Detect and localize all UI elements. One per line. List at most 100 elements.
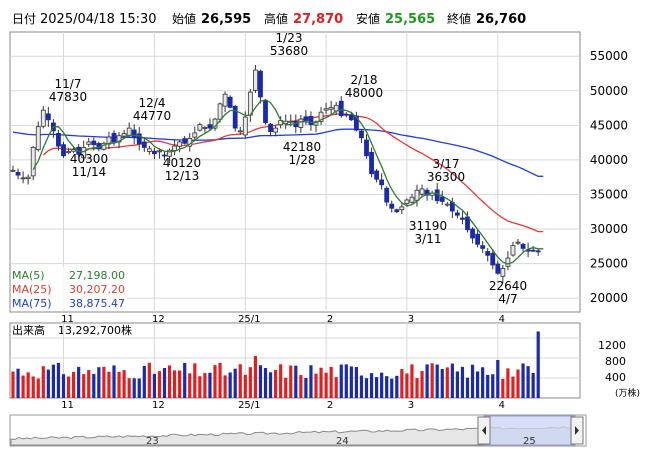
volume-bar — [193, 363, 197, 398]
candle — [151, 147, 157, 159]
ma75-value: 38,875.47 — [69, 297, 125, 310]
candle-body — [379, 179, 385, 186]
candle — [359, 128, 364, 143]
ma25-value: 30,207.20 — [69, 283, 125, 296]
candle-body — [505, 257, 511, 267]
date-label: 日付 — [12, 12, 36, 26]
volume-bar — [213, 365, 217, 398]
candle-body — [268, 123, 273, 132]
candle-body — [389, 203, 395, 209]
volume-bar — [486, 374, 490, 398]
close-value: 26,760 — [476, 12, 526, 27]
volume-x-axis: 11 12 25/1 2 3 4 — [61, 400, 505, 411]
candle — [475, 229, 481, 248]
volume-bar — [97, 367, 101, 398]
candle-body — [81, 147, 87, 159]
candle-body — [30, 147, 36, 177]
candle — [510, 241, 516, 257]
volume-bar — [364, 378, 369, 398]
volume-bar — [117, 371, 121, 398]
candle — [495, 260, 501, 275]
volume-bar — [380, 372, 384, 398]
candle — [10, 165, 16, 173]
candle — [141, 136, 147, 152]
navigator-left-handle[interactable] — [477, 416, 491, 445]
y-tick-label: 45000 — [590, 118, 628, 132]
candle-body — [66, 151, 71, 154]
range-navigator[interactable]: 23 24 25 — [9, 414, 587, 447]
x-tick-label: 4 — [499, 314, 505, 325]
candle — [172, 139, 178, 156]
candle-body — [500, 268, 506, 277]
candle — [56, 129, 61, 151]
volume-bar — [481, 367, 485, 398]
candle — [268, 122, 273, 137]
volume-bar — [375, 377, 379, 398]
candle-body — [460, 217, 465, 220]
volume-bar — [46, 369, 50, 398]
candle-body — [495, 263, 501, 274]
volume-bar — [324, 372, 328, 398]
volume-bar — [420, 371, 424, 398]
candle — [283, 114, 289, 129]
price-annotation: 1/23 — [276, 31, 303, 45]
candle-body — [490, 252, 496, 266]
price-annotation: 3/11 — [415, 232, 442, 246]
price-annotation: 3/17 — [433, 157, 460, 171]
volume-bar — [415, 378, 419, 398]
candle-body — [71, 149, 76, 152]
candle-body — [121, 133, 127, 137]
candle — [252, 65, 258, 94]
candle — [258, 69, 263, 104]
candle — [318, 107, 324, 125]
candle-body — [252, 69, 258, 91]
volume-bar — [142, 365, 146, 398]
volume-bar — [137, 378, 141, 398]
price-annotation: 42180 — [283, 140, 321, 154]
candle-body — [136, 133, 142, 145]
candle-body — [328, 106, 334, 110]
volume-bar — [359, 375, 364, 398]
volume-tick-800: 800 — [605, 355, 626, 368]
candle-body — [151, 150, 157, 155]
volume-bar — [405, 373, 409, 398]
high-value: 27,870 — [293, 12, 343, 27]
volume-bar — [87, 370, 91, 398]
candle-body — [424, 189, 430, 196]
candle-body — [530, 249, 536, 252]
volume-bars — [11, 331, 540, 398]
volume-bar — [178, 370, 182, 398]
volume-bar — [31, 376, 35, 398]
candle — [520, 242, 526, 252]
candle — [298, 114, 304, 133]
price-annotation: 31190 — [409, 219, 447, 233]
candle-body — [510, 245, 516, 256]
candle-body — [25, 176, 31, 180]
volume-bar — [112, 365, 116, 398]
navigator-selection[interactable] — [483, 415, 576, 446]
candle — [202, 126, 208, 133]
volume-bar — [218, 362, 222, 398]
volume-bar — [304, 378, 308, 398]
candle — [106, 131, 112, 150]
x-tick-label: 25/1 — [238, 314, 260, 325]
y-tick-label: 40000 — [590, 153, 628, 167]
candle-body — [465, 216, 470, 231]
candle-body — [303, 116, 309, 121]
candle — [303, 109, 309, 125]
price-panel-frame — [9, 31, 581, 313]
datetime-value: 2025/04/18 15:30 — [40, 12, 157, 27]
volume-bar — [72, 371, 76, 398]
volume-bar — [41, 366, 45, 398]
candle — [323, 102, 329, 115]
candle-body — [288, 120, 294, 123]
navigator-right-handle[interactable] — [570, 416, 584, 445]
volume-bar — [289, 365, 293, 398]
candle — [485, 248, 491, 262]
candle — [222, 91, 228, 113]
volume-bar — [299, 375, 303, 398]
volume-bar — [147, 362, 151, 398]
candle-body — [384, 187, 390, 203]
price-grid — [10, 32, 580, 312]
candle — [374, 168, 380, 183]
